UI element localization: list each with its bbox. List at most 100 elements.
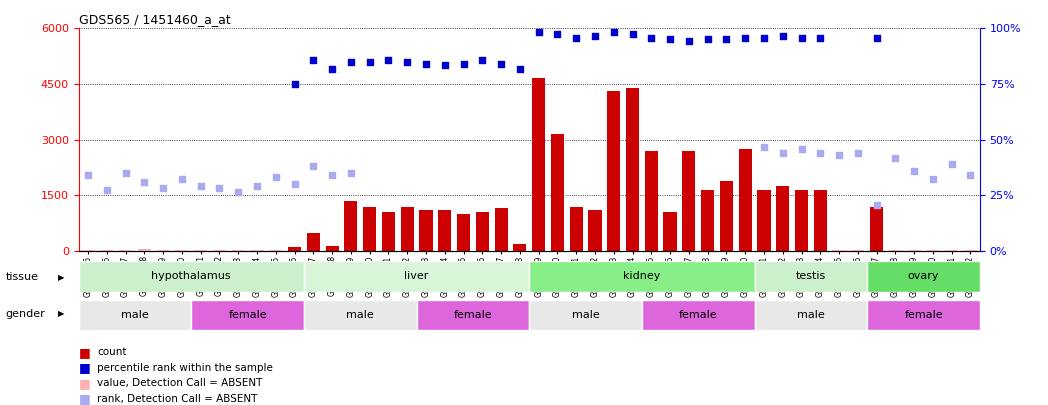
Bar [889,250,902,251]
Bar [345,201,357,251]
Text: female: female [454,310,493,320]
Point [230,188,246,195]
Bar [641,300,755,330]
Bar [417,300,529,330]
Bar [156,250,170,251]
Text: ■: ■ [79,377,90,390]
Bar [304,261,529,292]
Bar [514,244,526,251]
Point [812,34,829,41]
Point [455,60,472,67]
Bar [626,88,639,251]
Bar [701,190,714,251]
Bar [868,261,980,292]
Bar [682,151,696,251]
Point [962,172,979,178]
Bar [755,261,868,292]
Point [568,34,585,41]
Text: female: female [904,310,943,320]
Text: percentile rank within the sample: percentile rank within the sample [97,363,274,373]
Point [549,31,566,37]
Bar [720,181,733,251]
Text: hypothalamus: hypothalamus [152,271,231,281]
Bar [476,212,488,251]
Bar [868,300,980,330]
Bar [851,250,865,251]
Point [868,201,885,208]
Point [343,58,359,65]
Point [812,149,829,156]
Bar [645,151,658,251]
Bar [304,300,417,330]
Point [417,60,434,67]
Bar [194,250,208,251]
Point [399,58,416,65]
Point [737,34,754,41]
Point [905,168,922,175]
Bar [79,261,304,292]
Bar [79,300,191,330]
Point [793,146,810,152]
Point [793,34,810,41]
Point [493,60,509,67]
Point [699,36,716,43]
Bar [457,214,471,251]
Bar [964,250,977,251]
Point [305,57,322,63]
Bar [832,250,846,251]
Point [99,187,115,193]
Point [155,185,172,191]
Bar [739,149,751,251]
Bar [588,210,602,251]
Bar [758,190,770,251]
Point [606,29,623,35]
Bar [191,300,304,330]
Point [511,66,528,72]
Bar [326,245,339,251]
Bar [570,207,583,251]
Point [192,183,209,190]
Point [174,175,191,182]
Bar [250,250,263,251]
Text: value, Detection Call = ABSENT: value, Detection Call = ABSENT [97,378,263,388]
Point [324,172,341,178]
Point [80,172,96,178]
Bar [926,250,939,251]
Text: female: female [679,310,718,320]
Point [286,181,303,188]
Point [774,32,791,39]
Bar [795,190,808,251]
Bar [945,250,958,251]
Bar [269,250,282,251]
Bar [400,207,414,251]
Bar [101,250,113,251]
Text: testis: testis [795,271,826,281]
Bar [175,250,189,251]
Point [474,57,490,63]
Text: ■: ■ [79,346,90,359]
Bar [438,210,452,251]
Text: count: count [97,347,127,357]
Point [718,36,735,43]
Point [850,149,867,156]
Point [211,185,227,191]
Bar [288,247,301,251]
Point [924,175,941,182]
Point [587,32,604,39]
Bar [813,190,827,251]
Point [305,162,322,169]
Bar [908,250,921,251]
Bar [532,79,545,251]
Text: male: male [347,310,374,320]
Point [756,144,772,150]
Bar [870,207,883,251]
Bar [363,207,376,251]
Text: male: male [572,310,599,320]
Bar [663,212,677,251]
Text: gender: gender [5,309,45,319]
Text: ■: ■ [79,392,90,405]
Bar [82,250,94,251]
Point [530,29,547,35]
Bar [232,250,245,251]
Bar [607,92,620,251]
